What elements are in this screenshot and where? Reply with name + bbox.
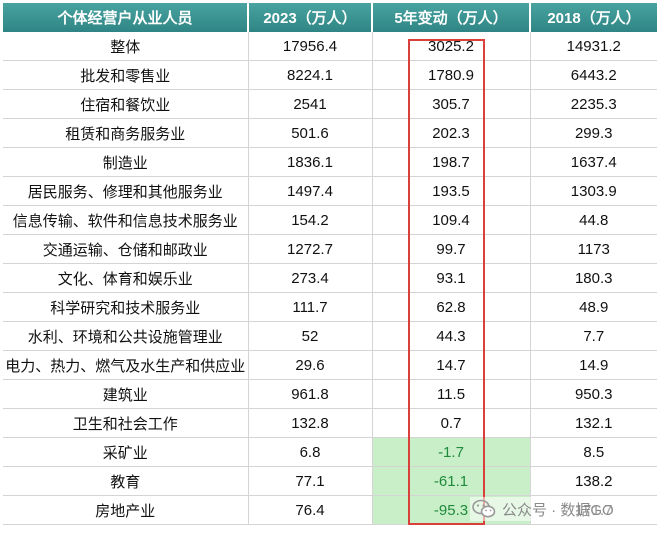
cell-category: 住宿和餐饮业 — [3, 89, 249, 119]
cell-change: 62.8 — [372, 292, 531, 322]
cell-category: 水利、环境和公共设施管理业 — [3, 321, 249, 351]
cell-2023: 1836.1 — [248, 147, 373, 177]
cell-change: 202.3 — [372, 118, 531, 148]
table-row: 住宿和餐饮业 2541 305.7 2235.3 — [3, 89, 657, 119]
cell-category: 信息传输、软件和信息技术服务业 — [3, 205, 249, 235]
cell-2018: 950.3 — [530, 379, 657, 409]
cell-change: 3025.2 — [372, 32, 531, 61]
watermark-text: 公众号 · 数据GO — [502, 501, 614, 519]
cell-category: 居民服务、修理和其他服务业 — [3, 176, 249, 206]
cell-2018: 6443.2 — [530, 60, 657, 90]
cell-change: 11.5 — [372, 379, 531, 409]
cell-change: 193.5 — [372, 176, 531, 206]
table-row: 建筑业 961.8 11.5 950.3 — [3, 379, 657, 409]
cell-2018: 8.5 — [530, 437, 657, 467]
cell-category: 科学研究和技术服务业 — [3, 292, 249, 322]
watermark: 公众号 · 数据GO — [470, 497, 614, 521]
employment-table: 个体经营户从业人员 2023（万人） 5年变动（万人） 2018（万人） 整体 1… — [3, 3, 657, 525]
table-row: 租赁和商务服务业 501.6 202.3 299.3 — [3, 118, 657, 148]
cell-2018: 48.9 — [530, 292, 657, 322]
header-2018: 2018（万人） — [530, 3, 657, 32]
cell-category: 采矿业 — [3, 437, 249, 467]
cell-2018: 14.9 — [530, 350, 657, 380]
cell-change: 14.7 — [372, 350, 531, 380]
cell-change: -61.1 — [372, 466, 531, 496]
wechat-icon — [472, 499, 496, 518]
cell-category: 交通运输、仓储和邮政业 — [3, 234, 249, 264]
table-row: 采矿业 6.8 -1.7 8.5 — [3, 437, 657, 467]
table-row: 居民服务、修理和其他服务业 1497.4 193.5 1303.9 — [3, 176, 657, 206]
cell-category: 卫生和社会工作 — [3, 408, 249, 438]
cell-change: 44.3 — [372, 321, 531, 351]
cell-2023: 8224.1 — [248, 60, 373, 90]
cell-2018: 1637.4 — [530, 147, 657, 177]
header-change: 5年变动（万人） — [372, 3, 531, 32]
cell-change: 93.1 — [372, 263, 531, 293]
table-row: 卫生和社会工作 132.8 0.7 132.1 — [3, 408, 657, 438]
cell-2023: 1497.4 — [248, 176, 373, 206]
table-row: 水利、环境和公共设施管理业 52 44.3 7.7 — [3, 321, 657, 351]
cell-category: 建筑业 — [3, 379, 249, 409]
table-row: 文化、体育和娱乐业 273.4 93.1 180.3 — [3, 263, 657, 293]
cell-change: 0.7 — [372, 408, 531, 438]
cell-2023: 273.4 — [248, 263, 373, 293]
cell-2023: 29.6 — [248, 350, 373, 380]
cell-category: 电力、热力、燃气及水生产和供应业 — [3, 350, 249, 380]
cell-2023: 132.8 — [248, 408, 373, 438]
cell-2023: 1272.7 — [248, 234, 373, 264]
cell-2023: 111.7 — [248, 292, 373, 322]
cell-change: 1780.9 — [372, 60, 531, 90]
cell-category: 文化、体育和娱乐业 — [3, 263, 249, 293]
table-row: 整体 17956.4 3025.2 14931.2 — [3, 32, 657, 61]
table-row: 教育 77.1 -61.1 138.2 — [3, 466, 657, 496]
cell-change: 99.7 — [372, 234, 531, 264]
cell-change: 305.7 — [372, 89, 531, 119]
cell-2018: 2235.3 — [530, 89, 657, 119]
table-body: 整体 17956.4 3025.2 14931.2 批发和零售业 8224.1 1780.9… — [3, 32, 657, 525]
cell-change: -1.7 — [372, 437, 531, 467]
table-row: 制造业 1836.1 198.7 1637.4 — [3, 147, 657, 177]
cell-2023: 501.6 — [248, 118, 373, 148]
cell-2018: 7.7 — [530, 321, 657, 351]
cell-2018: 299.3 — [530, 118, 657, 148]
header-row: 个体经营户从业人员 2023（万人） 5年变动（万人） 2018（万人） — [3, 3, 657, 32]
cell-category: 租赁和商务服务业 — [3, 118, 249, 148]
cell-2018: 132.1 — [530, 408, 657, 438]
cell-category: 教育 — [3, 466, 249, 496]
cell-2023: 961.8 — [248, 379, 373, 409]
cell-2018: 1303.9 — [530, 176, 657, 206]
header-category: 个体经营户从业人员 — [3, 3, 249, 32]
table-row: 交通运输、仓储和邮政业 1272.7 99.7 1173 — [3, 234, 657, 264]
cell-2023: 76.4 — [248, 495, 373, 525]
cell-category: 房地产业 — [3, 495, 249, 525]
header-2023: 2023（万人） — [248, 3, 373, 32]
cell-2023: 6.8 — [248, 437, 373, 467]
cell-2023: 52 — [248, 321, 373, 351]
cell-2023: 77.1 — [248, 466, 373, 496]
table-row: 电力、热力、燃气及水生产和供应业 29.6 14.7 14.9 — [3, 350, 657, 380]
cell-category: 制造业 — [3, 147, 249, 177]
cell-change: 109.4 — [372, 205, 531, 235]
cell-2023: 17956.4 — [248, 32, 373, 61]
table-row: 科学研究和技术服务业 111.7 62.8 48.9 — [3, 292, 657, 322]
cell-2023: 2541 — [248, 89, 373, 119]
cell-category: 批发和零售业 — [3, 60, 249, 90]
table-row: 信息传输、软件和信息技术服务业 154.2 109.4 44.8 — [3, 205, 657, 235]
cell-2018: 1173 — [530, 234, 657, 264]
cell-2018: 14931.2 — [530, 32, 657, 61]
cell-2023: 154.2 — [248, 205, 373, 235]
cell-category: 整体 — [3, 32, 249, 61]
cell-change: 198.7 — [372, 147, 531, 177]
cell-2018: 44.8 — [530, 205, 657, 235]
table-row: 批发和零售业 8224.1 1780.9 6443.2 — [3, 60, 657, 90]
cell-2018: 138.2 — [530, 466, 657, 496]
cell-2018: 180.3 — [530, 263, 657, 293]
